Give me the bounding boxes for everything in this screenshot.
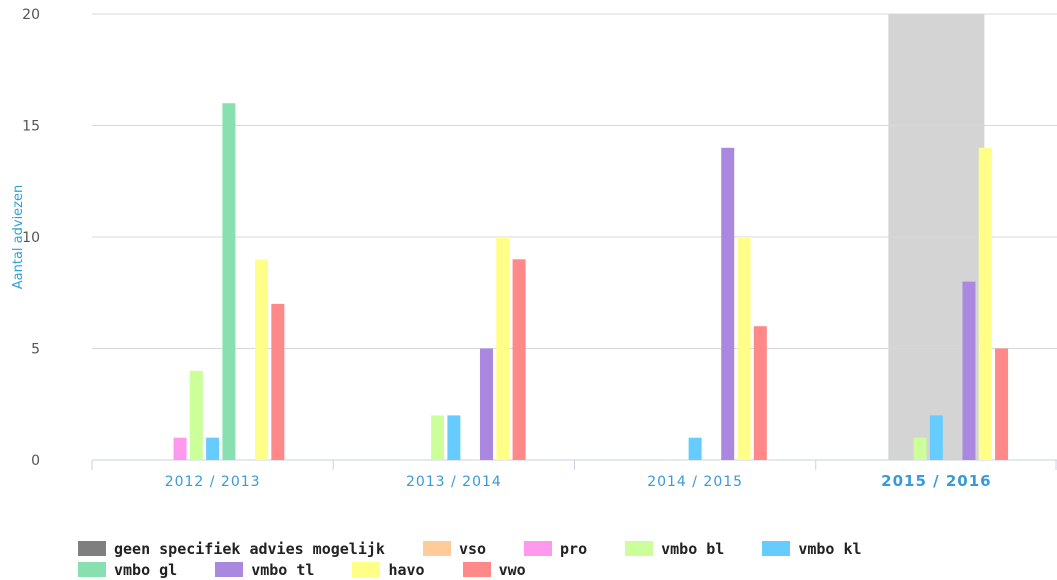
bar: [737, 237, 751, 460]
x-tick-label: 2013 / 2014: [406, 474, 502, 490]
bar: [431, 415, 445, 460]
legend-swatch: [422, 541, 451, 556]
legend-swatch: [524, 541, 553, 556]
legend-label: vso: [458, 539, 487, 558]
y-tick-label: 5: [31, 342, 40, 358]
legend-swatch: [462, 562, 491, 577]
bar: [479, 348, 493, 460]
legend-row: geen specifiek advies mogelijk vso pro vmbo…: [78, 538, 1038, 559]
bar: [271, 303, 285, 460]
legend-swatch: [78, 562, 106, 577]
bar: [995, 348, 1009, 460]
legend-item[interactable]: vmbo tl: [215, 561, 314, 579]
bar: [962, 281, 976, 460]
bar: [189, 370, 203, 460]
bar: [929, 415, 943, 460]
bar: [512, 259, 526, 460]
bar: [222, 103, 236, 460]
legend-label: vmbo bl: [661, 539, 725, 558]
legend-swatch: [762, 541, 791, 556]
x-tick-label: 2014 / 2015: [647, 474, 743, 490]
y-tick-label: 20: [22, 7, 40, 23]
legend-label: vmbo gl: [114, 560, 178, 579]
legend-label: vmbo kl: [798, 539, 862, 558]
legend-item[interactable]: vwo: [462, 560, 526, 579]
legend-item[interactable]: vmbo gl: [78, 561, 177, 579]
bar: [688, 437, 702, 460]
x-tick-label: 2015 / 2016: [881, 472, 991, 490]
legend-label: pro: [560, 539, 588, 558]
bar: [721, 147, 735, 461]
bar: [753, 326, 767, 460]
legend-swatch: [78, 541, 106, 556]
bar: [978, 147, 992, 461]
x-tick-label: 2012 / 2013: [165, 474, 261, 490]
bar-chart: 0 5 10 15 20 2012 / 2013 2013 / 2014 2014 / 201…: [11, 7, 1057, 490]
bar: [913, 437, 927, 460]
legend-item[interactable]: pro: [524, 540, 587, 558]
y-tick-label: 10: [22, 230, 40, 246]
y-tick-label: 0: [31, 453, 40, 469]
bar: [206, 437, 220, 460]
legend-swatch: [215, 562, 244, 577]
y-tick-label: 15: [22, 119, 40, 135]
legend-item[interactable]: vmbo bl: [625, 540, 724, 558]
legend-label: geen specifiek advies mogelijk: [114, 539, 385, 558]
legend: geen specifiek advies mogelijk vso pro vmbo…: [78, 538, 1038, 580]
y-axis-title: Aantal adviezen: [11, 185, 26, 290]
legend-item[interactable]: geen specifiek advies mogelijk: [78, 540, 385, 558]
bar: [173, 437, 187, 460]
legend-label: vmbo tl: [251, 560, 315, 579]
legend-swatch: [625, 541, 654, 556]
bar: [255, 259, 269, 460]
legend-label: havo: [388, 560, 425, 579]
legend-item[interactable]: havo: [352, 560, 425, 579]
bar: [496, 237, 510, 460]
legend-swatch: [352, 562, 381, 577]
legend-item[interactable]: vmbo kl: [762, 539, 862, 558]
legend-item[interactable]: vso: [422, 539, 487, 558]
legend-label: vwo: [498, 560, 526, 579]
bar: [447, 415, 461, 460]
legend-row: vmbo gl vmbo tl havo vwo: [78, 559, 1038, 580]
